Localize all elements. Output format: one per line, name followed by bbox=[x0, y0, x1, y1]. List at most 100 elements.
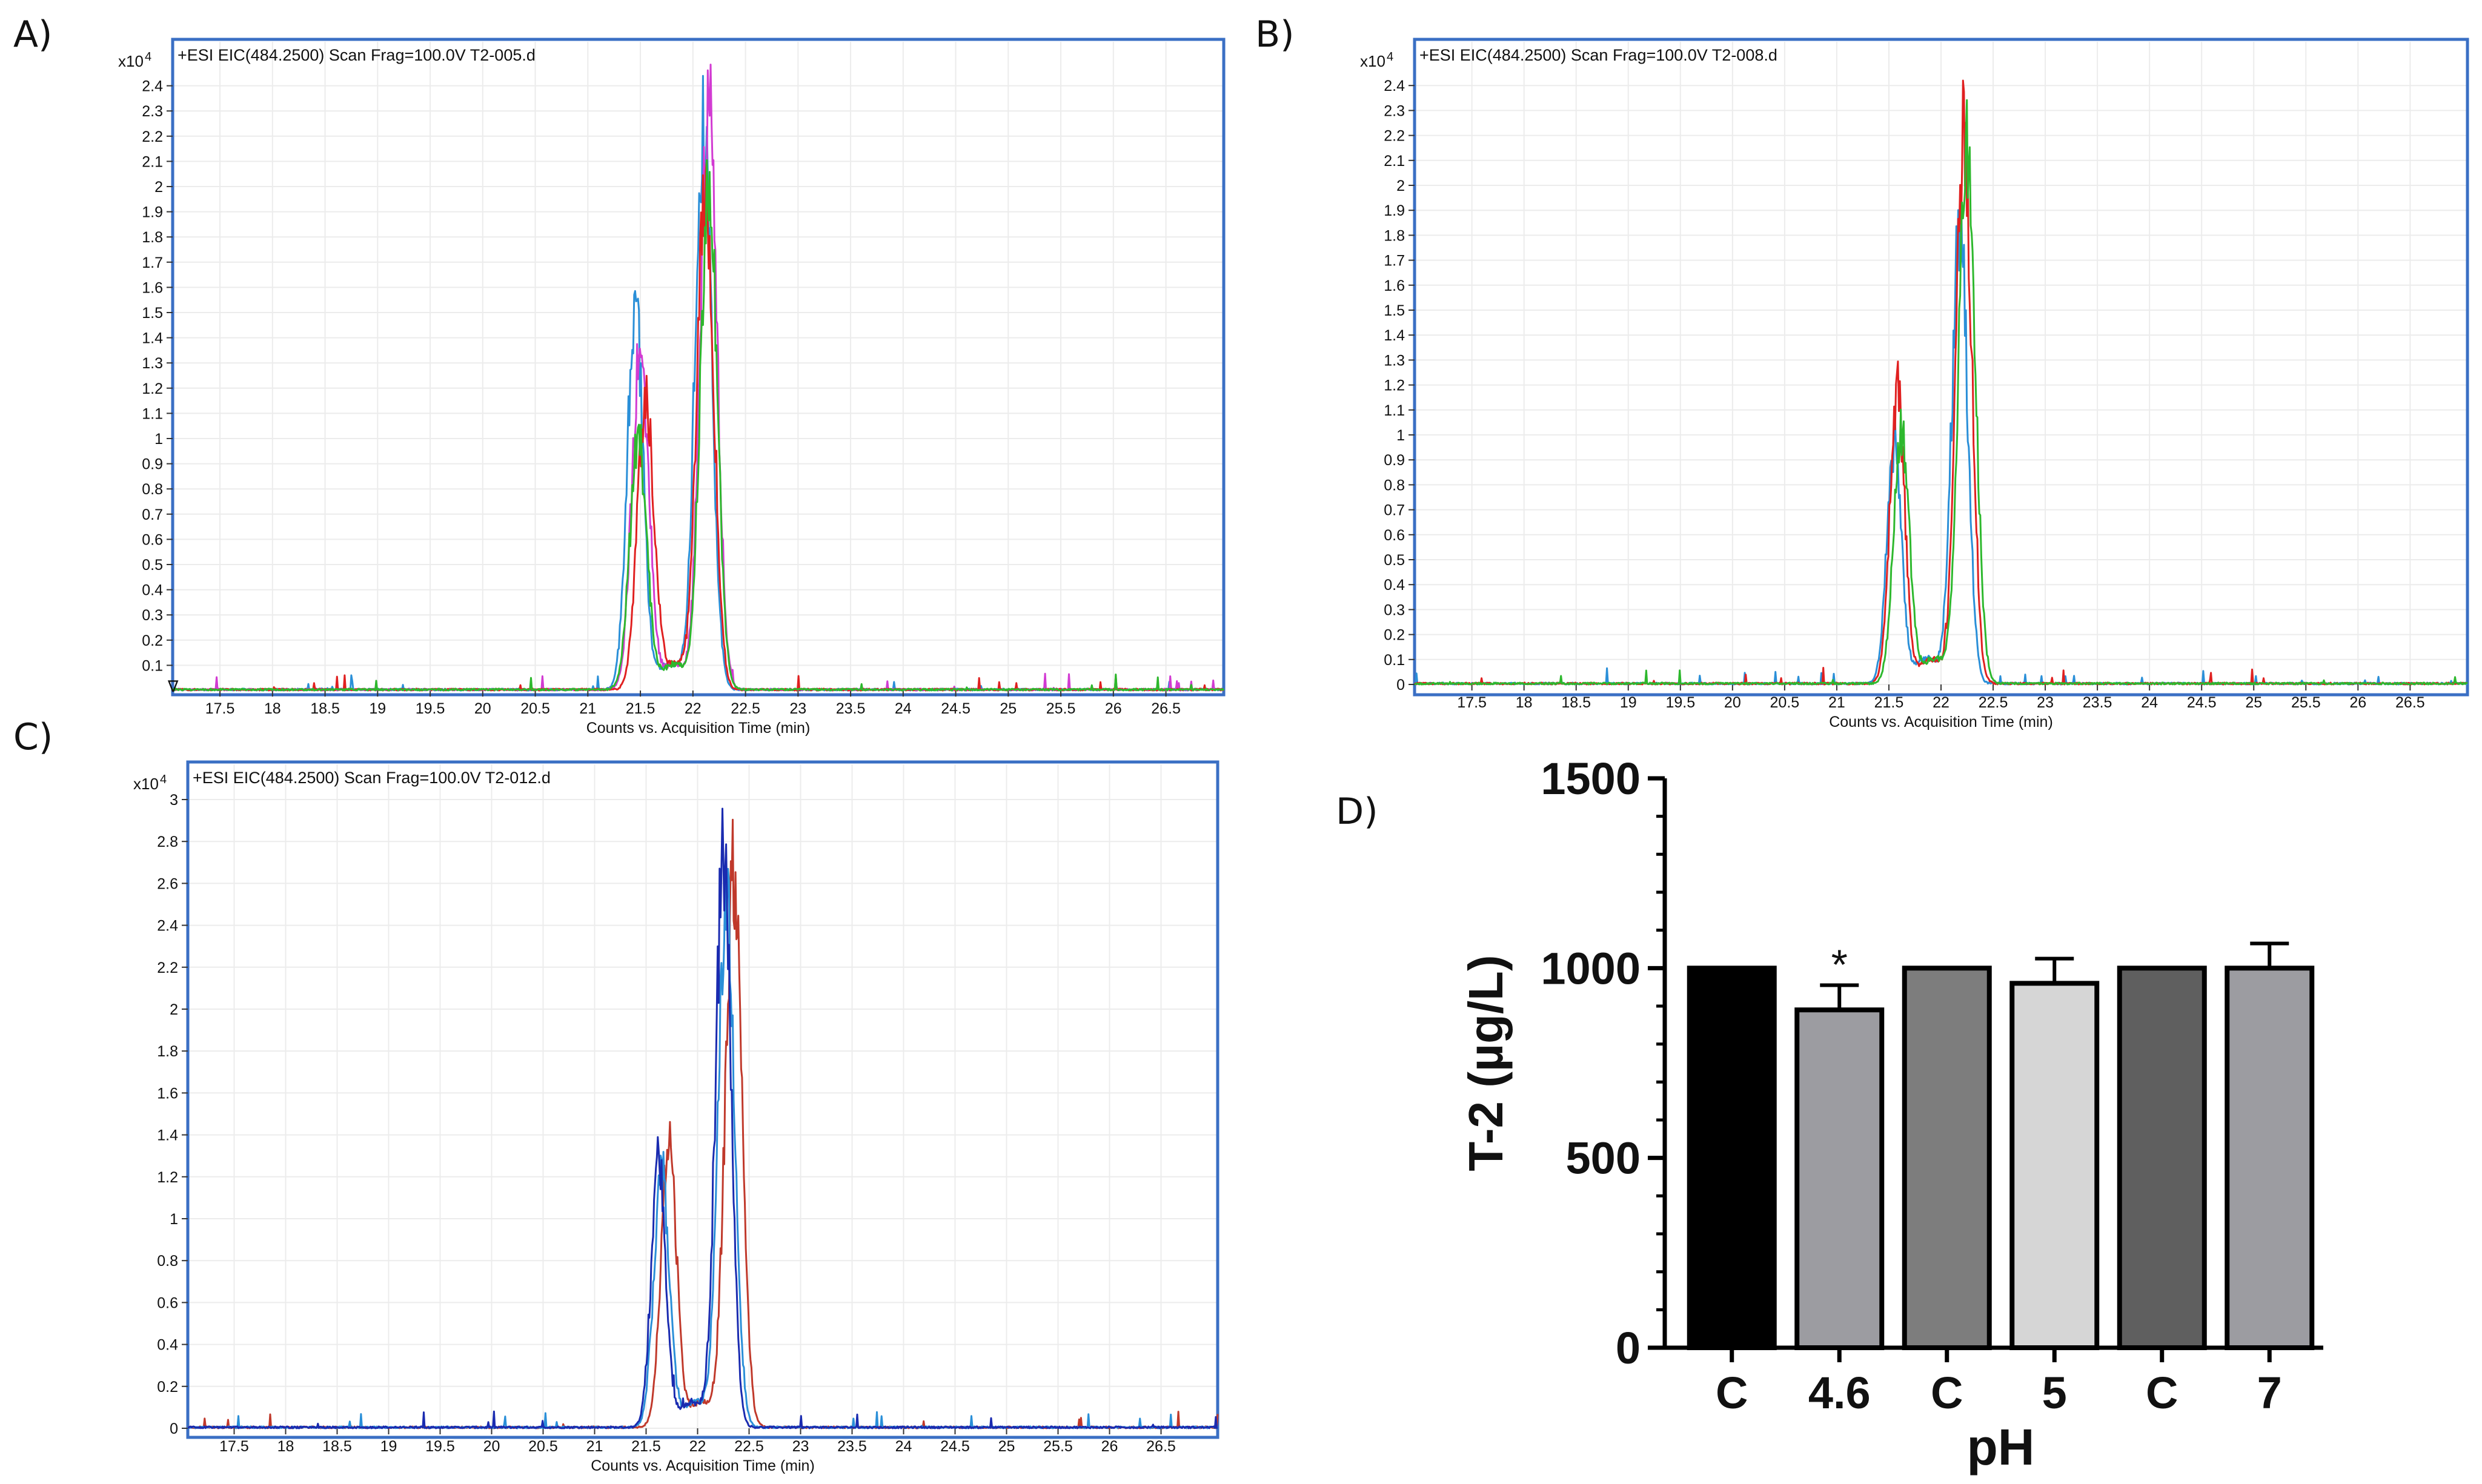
chart-title: +ESI EIC(484.2500) Scan Frag=100.0V T2-0… bbox=[193, 769, 551, 787]
x-tick-label: C bbox=[2146, 1368, 2178, 1418]
y-tick-label: 0.3 bbox=[1384, 601, 1405, 618]
y-tick-label: 1.3 bbox=[142, 355, 163, 372]
trace-trace-green bbox=[1414, 99, 2468, 686]
x-tick-label: 24.5 bbox=[941, 700, 971, 717]
x-tick-label: 7 bbox=[2257, 1368, 2282, 1418]
y-tick-label: 2 bbox=[1396, 177, 1405, 194]
x-tick-label: 22 bbox=[1933, 694, 1949, 711]
y-tick-label: 2.8 bbox=[157, 833, 178, 850]
x-tick-label: 17.5 bbox=[1457, 694, 1487, 711]
x-tick-label: 20.5 bbox=[520, 700, 550, 717]
y-tick-label: 2 bbox=[154, 179, 163, 196]
x-axis-label: pH bbox=[1967, 1419, 2035, 1476]
x-tick-label: 26 bbox=[1105, 700, 1122, 717]
y-tick-label: 2.2 bbox=[157, 959, 178, 976]
bar-2 bbox=[1902, 966, 1992, 1351]
x-tick-label: 21.5 bbox=[1874, 694, 1904, 711]
bar-chart-d: 0 500 1000 1500 T-2 (µg/L) C 4.6 C 5 C 7 * pH bbox=[1459, 754, 2323, 1476]
y-tick-label: 0.8 bbox=[1384, 477, 1405, 494]
x-tick-label: 17.5 bbox=[219, 1438, 249, 1455]
x-tick-label: 18 bbox=[1516, 694, 1533, 711]
y-tick-label: 1.5 bbox=[142, 305, 163, 322]
x-tick-label: 18.5 bbox=[322, 1438, 352, 1455]
y-tick-label: 2.4 bbox=[157, 918, 178, 935]
bar-4 bbox=[2117, 966, 2207, 1351]
x-tick-label: 23 bbox=[789, 700, 806, 717]
y-tick-label: 0.8 bbox=[142, 481, 163, 498]
x-tick-label: 23.5 bbox=[836, 700, 866, 717]
y-tick-label: 1.2 bbox=[1384, 377, 1405, 394]
x-tick-label: 26.5 bbox=[2395, 694, 2425, 711]
x-tick-label: 22.5 bbox=[734, 1438, 764, 1455]
x-tick-label: 24.5 bbox=[940, 1438, 970, 1455]
x-tick-label: 5 bbox=[2042, 1368, 2067, 1418]
chart-frame bbox=[186, 760, 1219, 1439]
x-tick-label: 22 bbox=[689, 1438, 706, 1455]
x-tick-label: C bbox=[1716, 1368, 1748, 1418]
chart-title: +ESI EIC(484.2500) Scan Frag=100.0V T2-0… bbox=[1419, 46, 1777, 64]
x-tick-label: 18 bbox=[277, 1438, 294, 1455]
x-tick-label: 18 bbox=[264, 700, 281, 717]
y-multiplier: x10 bbox=[1360, 52, 1385, 70]
trace-trace-magenta bbox=[172, 64, 1224, 692]
y-tick-label: 2.3 bbox=[1384, 102, 1405, 119]
y-tick-label: 1.9 bbox=[142, 204, 163, 221]
x-tick-label: 23 bbox=[792, 1438, 809, 1455]
x-tick-label: 21.5 bbox=[631, 1438, 661, 1455]
panel-label-a: A) bbox=[13, 13, 53, 56]
y-tick-label: 1.6 bbox=[157, 1085, 178, 1102]
x-tick-label: 22.5 bbox=[1979, 694, 2008, 711]
y-tick-label: 1.5 bbox=[1384, 302, 1405, 319]
y-tick-label: 0.2 bbox=[1384, 627, 1405, 644]
chart-title: +ESI EIC(484.2500) Scan Frag=100.0V T2-0… bbox=[178, 46, 536, 64]
y-tick-label: 1500 bbox=[1541, 754, 1641, 804]
y-tick-label: 0.7 bbox=[1384, 502, 1405, 519]
y-tick-label: 0.6 bbox=[1384, 527, 1405, 544]
x-axis-label: Counts vs. Acquisition Time (min) bbox=[1829, 714, 2053, 730]
y-tick-label: 1.7 bbox=[142, 254, 163, 271]
panel-label-c: C) bbox=[13, 716, 53, 758]
x-tick-label: 19.5 bbox=[416, 700, 445, 717]
x-axis-label: Counts vs. Acquisition Time (min) bbox=[591, 1457, 815, 1474]
x-tick-label: 24 bbox=[2141, 694, 2158, 711]
x-tick-label: 20 bbox=[483, 1438, 500, 1455]
y-tick-label: 1 bbox=[170, 1211, 178, 1228]
x-tick-label: 26 bbox=[2349, 694, 2366, 711]
x-tick-label: 26.5 bbox=[1146, 1438, 1176, 1455]
y-tick-label: 2 bbox=[170, 1001, 178, 1018]
x-tick-label: 19 bbox=[1620, 694, 1637, 711]
x-tick-label: 25.5 bbox=[1046, 700, 1076, 717]
y-tick-label: 0.6 bbox=[142, 531, 163, 548]
chromatogram-b: +ESI EIC(484.2500) Scan Frag=100.0V T2-0… bbox=[1360, 38, 2469, 730]
x-tick-label: 20.5 bbox=[528, 1438, 558, 1455]
y-tick-label: 1.8 bbox=[1384, 227, 1405, 244]
y-tick-label: 2.1 bbox=[1384, 153, 1405, 170]
y-tick-label: 0.2 bbox=[157, 1379, 178, 1396]
corner-marker: ∇ bbox=[167, 677, 179, 695]
y-tick-label: 2.6 bbox=[157, 875, 178, 892]
x-tick-label: 25 bbox=[2245, 694, 2262, 711]
y-tick-label: 2.4 bbox=[142, 78, 163, 95]
chromatogram-a: +ESI EIC(484.2500) Scan Frag=100.0V T2-0… bbox=[118, 38, 1226, 737]
bar-1 bbox=[1794, 1007, 1885, 1351]
x-tick-label: 25 bbox=[998, 1438, 1015, 1455]
x-tick-label: 26 bbox=[1101, 1438, 1118, 1455]
y-tick-label: 1.6 bbox=[1384, 277, 1405, 294]
y-tick-label: 1.2 bbox=[142, 380, 163, 397]
x-tick-label: C bbox=[1931, 1368, 1963, 1418]
y-tick-label: 0.3 bbox=[142, 607, 163, 624]
y-tick-label: 0.5 bbox=[1384, 552, 1405, 569]
y-tick-label: 2.3 bbox=[142, 103, 163, 120]
x-tick-label: 25 bbox=[1000, 700, 1017, 717]
trace-trace-navy bbox=[187, 807, 1218, 1429]
bar-0 bbox=[1687, 966, 1777, 1351]
y-exponent: 4 bbox=[145, 50, 151, 64]
x-tick-label: 19 bbox=[380, 1438, 397, 1455]
x-tick-label: 18.5 bbox=[1561, 694, 1591, 711]
panel-label-d: D) bbox=[1336, 790, 1378, 833]
chart-frame bbox=[171, 38, 1226, 697]
x-tick-label: 24 bbox=[895, 1438, 912, 1455]
x-tick-label: 20 bbox=[1724, 694, 1741, 711]
y-tick-label: 1 bbox=[1396, 427, 1405, 444]
